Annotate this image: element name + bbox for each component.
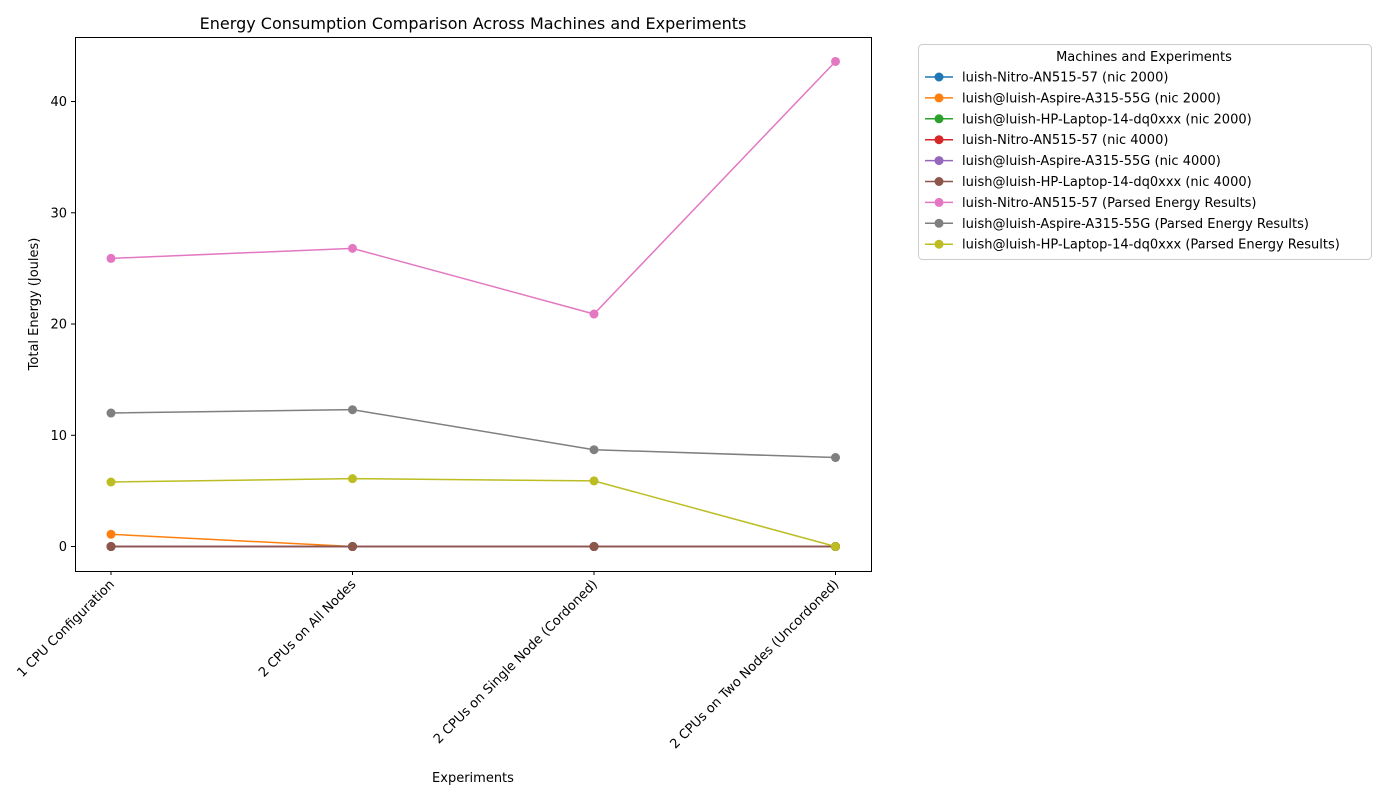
data-point (831, 56, 840, 66)
data-point (106, 477, 116, 487)
series-line (106, 542, 840, 552)
data-point (831, 453, 840, 463)
x-tick-label: 1 CPU Configuration (14, 577, 117, 680)
legend-item: luish@luish-Aspire-A315-55G (Parsed Ener… (925, 217, 1309, 232)
data-point (589, 445, 599, 455)
legend-marker (934, 156, 944, 166)
plot-frame (75, 37, 872, 572)
series-line (106, 529, 840, 552)
x-axis-label: Experiments (432, 771, 514, 786)
data-point (106, 253, 116, 263)
x-axis: 1 CPU Configuration 2 CPUs on All Nodes 2 … (14, 571, 842, 752)
legend-item: luish-Nitro-AN515-57 (Parsed Energy Resu… (925, 196, 1257, 211)
x-tick-label: 2 CPUs on Two Nodes (Uncordoned) (668, 577, 843, 752)
data-point (348, 474, 357, 484)
legend-item: luish@luish-HP-Laptop-14-dq0xxx (nic 400… (925, 175, 1252, 190)
series-path (110, 533, 836, 548)
y-tick-label: 40 (50, 95, 67, 110)
series-layer (106, 56, 840, 552)
legend-label: luish-Nitro-AN515-57 (nic 2000) (962, 71, 1168, 86)
legend-marker (934, 239, 944, 249)
legend-marker (934, 177, 944, 186)
legend-item: luish@luish-HP-Laptop-14-dq0xxx (Parsed … (925, 238, 1340, 253)
series-path (110, 408, 836, 459)
legend-label: luish@luish-HP-Laptop-14-dq0xxx (nic 400… (962, 175, 1252, 190)
series-line (106, 56, 840, 319)
legend-marker (934, 72, 944, 82)
series-path (110, 477, 836, 548)
legend-item: luish@luish-HP-Laptop-14-dq0xxx (nic 200… (925, 112, 1252, 127)
legend-label: luish-Nitro-AN515-57 (nic 4000) (962, 133, 1168, 148)
legend-label: luish@luish-HP-Laptop-14-dq0xxx (nic 200… (962, 112, 1252, 127)
series-line (106, 474, 840, 552)
legend-marker (934, 197, 944, 207)
legend-marker (934, 218, 944, 228)
data-point (589, 542, 599, 552)
legend-label: luish@luish-Aspire-A315-55G (nic 4000) (962, 154, 1221, 169)
y-tick-label: 30 (50, 206, 67, 221)
legend-marker (934, 135, 944, 145)
data-point (348, 243, 357, 253)
series-line (106, 405, 840, 463)
data-point (348, 405, 357, 415)
series-path (110, 60, 837, 315)
data-point (589, 309, 599, 319)
y-axis: 0 10 20 30 40 (50, 95, 75, 555)
legend-label: luish@luish-Aspire-A315-55G (Parsed Ener… (962, 217, 1309, 232)
data-point (831, 542, 840, 552)
legend-label: luish@luish-HP-Laptop-14-dq0xxx (Parsed … (962, 238, 1340, 253)
legend-marker (934, 114, 944, 124)
plot-area (75, 37, 872, 572)
legend-item: luish-Nitro-AN515-57 (nic 4000) (925, 133, 1168, 148)
y-tick-label: 20 (50, 318, 67, 333)
y-tick-label: 0 (59, 540, 67, 555)
legend: Machines and Experiments luish-Nitro-AN5… (918, 44, 1372, 260)
legend-frame (918, 44, 1372, 260)
data-point (589, 476, 599, 486)
data-point (106, 529, 116, 539)
data-point (106, 542, 116, 552)
legend-title: Machines and Experiments (1056, 50, 1232, 65)
y-tick-label: 10 (50, 429, 67, 444)
chart-title: Energy Consumption Comparison Across Mac… (200, 14, 747, 33)
legend-item: luish-Nitro-AN515-57 (nic 2000) (925, 71, 1168, 86)
y-axis-label: Total Energy (Joules) (27, 238, 42, 372)
legend-label: luish-Nitro-AN515-57 (Parsed Energy Resu… (962, 196, 1257, 211)
x-tick-label: 2 CPUs on All Nodes (256, 577, 359, 680)
legend-item: luish@luish-Aspire-A315-55G (nic 2000) (925, 91, 1221, 106)
legend-item: luish@luish-Aspire-A315-55G (nic 4000) (925, 154, 1221, 169)
legend-label: luish@luish-Aspire-A315-55G (nic 2000) (962, 91, 1221, 106)
data-point (348, 542, 357, 552)
x-tick-label: 2 CPUs on Single Node (Cordoned) (431, 577, 601, 747)
data-point (106, 408, 116, 418)
legend-marker (934, 93, 944, 103)
